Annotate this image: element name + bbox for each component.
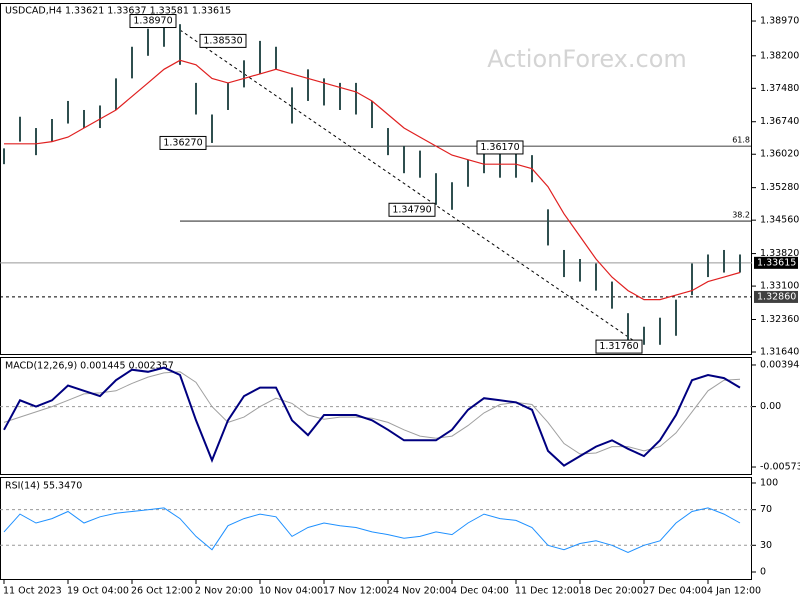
y-tick-label: 1.35280 bbox=[760, 182, 799, 193]
y-tick-label: 70 bbox=[760, 504, 772, 515]
y-tick-label: 1.33100 bbox=[760, 281, 799, 292]
y-tick-label: -0.005733 bbox=[760, 462, 800, 473]
x-tick-label: 11 Dec 12:00 bbox=[515, 586, 579, 597]
indicator-line bbox=[3, 371, 741, 455]
annotation-box bbox=[388, 202, 436, 217]
annotation-box bbox=[129, 14, 177, 29]
fib-label: 61.8 bbox=[732, 136, 750, 145]
annotation-label: 1.36270 bbox=[163, 137, 202, 148]
x-tick-label: 18 Dec 20:00 bbox=[579, 586, 643, 597]
fib-label: 38.2 bbox=[732, 211, 750, 220]
y-tick-label: 0.003948 bbox=[760, 359, 800, 370]
y-tick-label: 1.31640 bbox=[760, 347, 799, 358]
x-tick-label: 17 Nov 12:00 bbox=[323, 586, 387, 597]
annotation-box bbox=[199, 33, 247, 48]
y-tick-label: 1.34560 bbox=[760, 215, 799, 226]
x-tick-label: 24 Nov 20:00 bbox=[387, 586, 451, 597]
rsi-panel-frame bbox=[0, 477, 752, 580]
y-tick-label: 1.33820 bbox=[760, 248, 799, 259]
watermark: ActionForex.com bbox=[487, 45, 687, 73]
y-tick-label: 0.00 bbox=[760, 401, 781, 412]
annotation-label: 1.38970 bbox=[133, 16, 172, 27]
y-tick-label: 100 bbox=[760, 477, 778, 488]
y-tick-label: 1.36020 bbox=[760, 149, 799, 160]
rsi-title: RSI(14) 55.3470 bbox=[5, 481, 82, 492]
y-tick-label: 1.32360 bbox=[760, 314, 799, 325]
x-tick-label: 2 Nov 20:00 bbox=[195, 586, 253, 597]
macd-title: MACD(12,26,9) 0.001445 0.002357 bbox=[5, 361, 174, 372]
y-tick-label: 30 bbox=[760, 540, 772, 551]
x-tick-label: 19 Oct 04:00 bbox=[67, 586, 129, 597]
x-tick-label: 27 Dec 04:00 bbox=[643, 586, 707, 597]
indicator-line bbox=[3, 366, 741, 467]
y-tick-label: 1.38200 bbox=[760, 50, 799, 61]
price-tag bbox=[754, 256, 798, 269]
annotation-label: 1.36170 bbox=[480, 142, 519, 153]
y-tick-label: 1.36740 bbox=[760, 116, 799, 127]
x-tick-label: 4 Jan 12:00 bbox=[707, 586, 761, 597]
indicator-line bbox=[3, 507, 741, 553]
annotation-label: 1.34790 bbox=[392, 204, 431, 215]
moving-average bbox=[4, 59, 741, 301]
x-tick-label: 4 Dec 04:00 bbox=[451, 586, 509, 597]
macd-panel-frame bbox=[0, 357, 752, 475]
annotation-label: 1.31760 bbox=[599, 341, 638, 352]
annotation-label: 1.38530 bbox=[203, 35, 242, 46]
price-tag bbox=[754, 290, 798, 303]
annotation-box bbox=[595, 339, 643, 354]
main-panel-frame bbox=[0, 3, 752, 355]
annotation-box bbox=[159, 135, 207, 150]
chart-title: USDCAD,H4 1.33621 1.33637 1.33581 1.3361… bbox=[5, 6, 231, 17]
x-tick-label: 26 Oct 12:00 bbox=[131, 586, 193, 597]
trend-line bbox=[179, 29, 641, 346]
price-tag-label: 1.32860 bbox=[757, 291, 796, 302]
x-tick-label: 11 Oct 2023 bbox=[3, 586, 62, 597]
y-tick-label: 1.37480 bbox=[760, 83, 799, 94]
annotation-box bbox=[476, 140, 524, 155]
x-tick-label: 10 Nov 04:00 bbox=[259, 586, 323, 597]
price-tag-label: 1.33615 bbox=[757, 257, 796, 268]
y-tick-label: 0 bbox=[760, 566, 766, 577]
y-tick-label: 1.38970 bbox=[760, 16, 799, 27]
